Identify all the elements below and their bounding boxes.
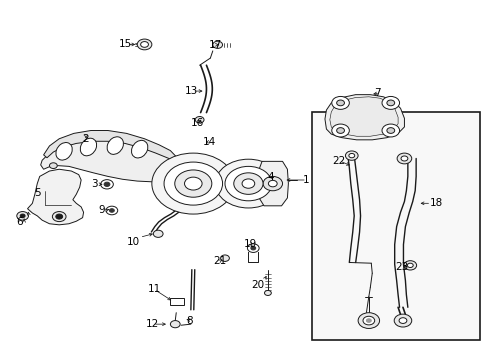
Circle shape xyxy=(263,176,282,191)
Circle shape xyxy=(141,41,148,47)
Polygon shape xyxy=(43,131,176,161)
Polygon shape xyxy=(329,97,397,136)
Circle shape xyxy=(268,180,277,187)
Circle shape xyxy=(242,179,254,188)
Circle shape xyxy=(403,261,416,270)
Text: 13: 13 xyxy=(184,86,198,96)
Circle shape xyxy=(56,214,62,219)
Polygon shape xyxy=(228,167,243,200)
Circle shape xyxy=(247,244,259,252)
Text: 23: 23 xyxy=(395,262,408,272)
Text: 1: 1 xyxy=(303,175,309,185)
Text: 3: 3 xyxy=(91,179,97,189)
Circle shape xyxy=(362,316,374,325)
Text: 21: 21 xyxy=(212,256,225,266)
Polygon shape xyxy=(258,161,288,206)
Text: 16: 16 xyxy=(190,118,203,128)
Circle shape xyxy=(396,153,411,164)
Text: 15: 15 xyxy=(119,40,132,49)
Polygon shape xyxy=(41,137,183,182)
Circle shape xyxy=(331,124,348,137)
Circle shape xyxy=(49,163,57,168)
Circle shape xyxy=(264,291,271,296)
Text: 2: 2 xyxy=(82,134,89,144)
Polygon shape xyxy=(27,169,83,225)
Circle shape xyxy=(386,128,394,134)
Circle shape xyxy=(184,177,202,190)
Bar xyxy=(311,112,479,339)
Circle shape xyxy=(381,96,399,109)
Circle shape xyxy=(224,166,271,201)
Text: 14: 14 xyxy=(203,137,216,147)
Circle shape xyxy=(153,230,163,237)
Circle shape xyxy=(104,182,110,186)
Circle shape xyxy=(366,319,370,322)
Circle shape xyxy=(393,314,411,327)
Circle shape xyxy=(215,159,281,208)
Circle shape xyxy=(407,263,412,267)
Circle shape xyxy=(348,153,354,158)
Text: 22: 22 xyxy=(331,156,345,166)
Text: 5: 5 xyxy=(34,188,41,198)
Circle shape xyxy=(168,171,176,176)
Circle shape xyxy=(17,212,28,220)
Circle shape xyxy=(106,206,118,215)
Circle shape xyxy=(195,117,203,123)
Circle shape xyxy=(170,320,180,328)
Circle shape xyxy=(233,173,263,194)
Circle shape xyxy=(398,318,406,323)
Circle shape xyxy=(212,41,222,48)
Text: 7: 7 xyxy=(373,88,380,98)
Text: 4: 4 xyxy=(267,172,274,183)
Circle shape xyxy=(220,255,229,261)
Circle shape xyxy=(109,209,114,212)
Circle shape xyxy=(174,170,211,197)
Circle shape xyxy=(137,39,152,50)
Circle shape xyxy=(386,100,394,106)
Circle shape xyxy=(152,153,234,214)
Circle shape xyxy=(336,100,344,106)
Circle shape xyxy=(20,214,25,218)
Text: 19: 19 xyxy=(243,239,256,249)
Circle shape xyxy=(331,96,348,109)
Text: 20: 20 xyxy=(251,280,264,290)
Polygon shape xyxy=(325,95,404,140)
Ellipse shape xyxy=(80,138,97,156)
Text: 18: 18 xyxy=(429,198,442,208)
Ellipse shape xyxy=(131,140,147,158)
Circle shape xyxy=(381,124,399,137)
Text: 9: 9 xyxy=(98,206,104,216)
Text: 6: 6 xyxy=(16,217,23,227)
Circle shape xyxy=(250,246,255,250)
Ellipse shape xyxy=(56,143,72,160)
Bar xyxy=(170,298,183,305)
Circle shape xyxy=(400,156,407,161)
Text: 12: 12 xyxy=(146,319,159,329)
Text: 10: 10 xyxy=(126,237,140,247)
Circle shape xyxy=(345,151,357,160)
Circle shape xyxy=(101,180,113,189)
Ellipse shape xyxy=(107,137,123,154)
Text: 8: 8 xyxy=(185,316,192,325)
Circle shape xyxy=(357,313,379,328)
Circle shape xyxy=(52,212,66,222)
Text: 17: 17 xyxy=(208,40,221,50)
Circle shape xyxy=(163,162,222,205)
Circle shape xyxy=(336,128,344,134)
Text: 11: 11 xyxy=(148,284,161,294)
